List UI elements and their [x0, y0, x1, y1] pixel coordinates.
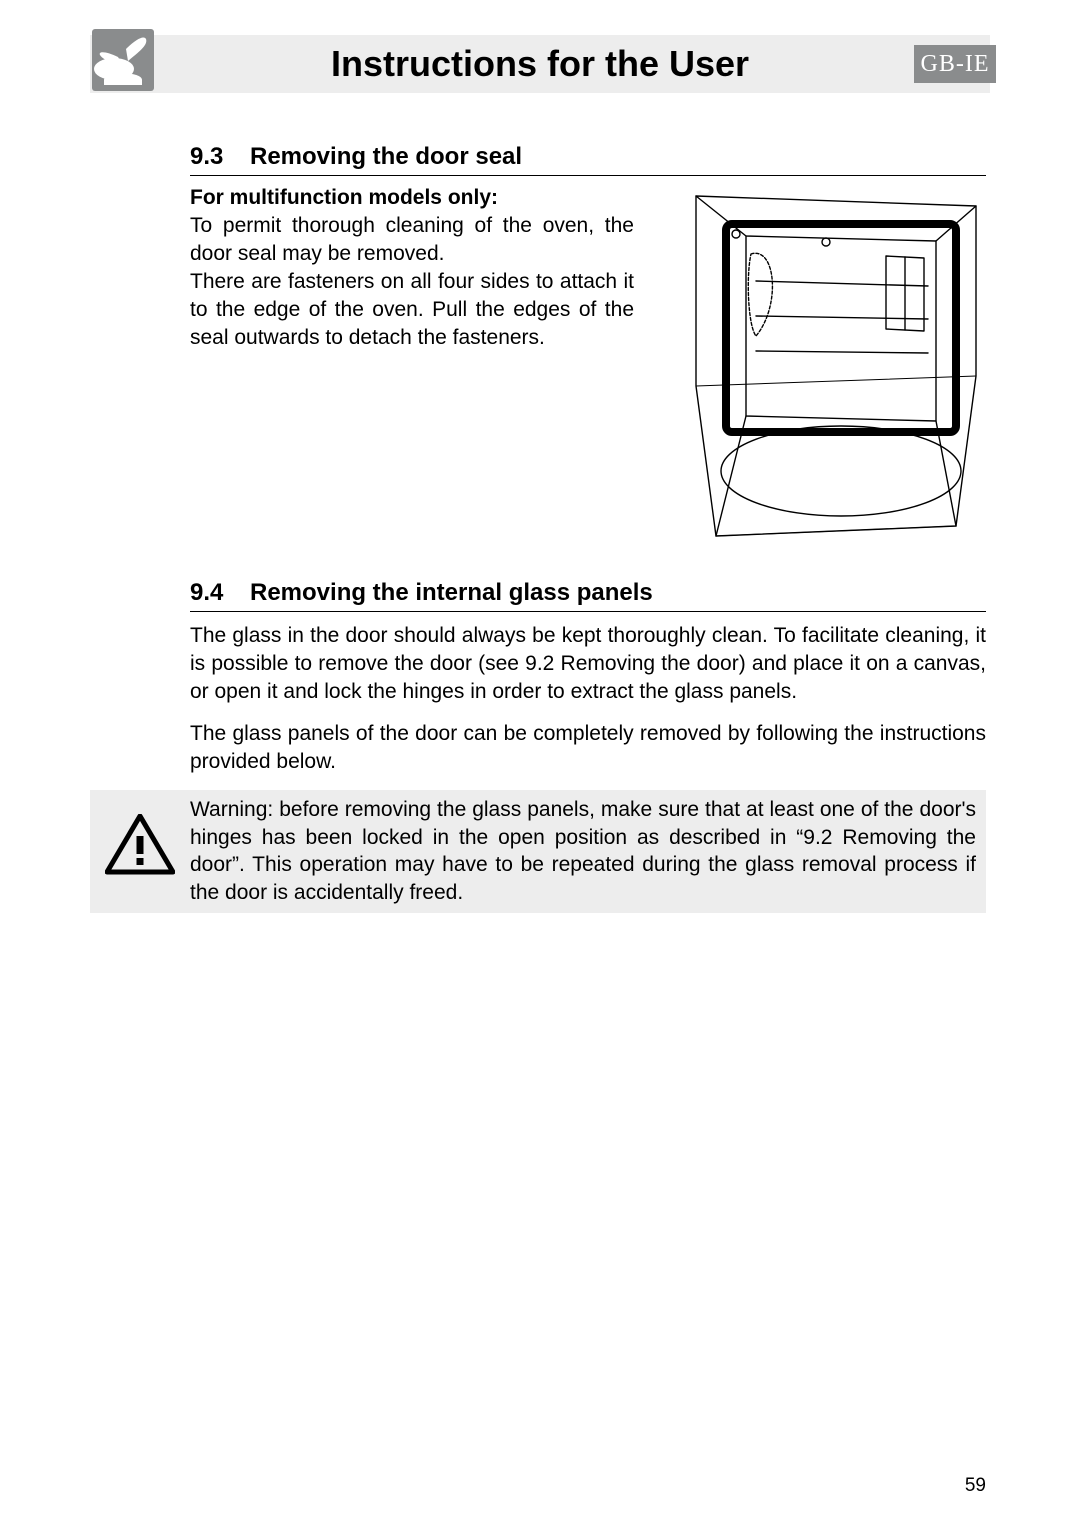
section-9-3: 9.3 Removing the door seal For multifunc…	[90, 143, 990, 541]
section-title: Removing the door seal	[250, 143, 986, 171]
page: Instructions for the User GB-IE 9.3 Remo…	[0, 0, 1080, 1529]
paragraph: The glass panels of the door can be comp…	[190, 720, 986, 776]
section-number: 9.3	[190, 143, 250, 171]
language-badge: GB-IE	[914, 45, 996, 83]
user-icon	[84, 21, 162, 104]
paragraph: The glass in the door should always be k…	[190, 622, 986, 706]
subheading: For multifunction models only:	[190, 186, 634, 210]
section-body: For multifunction models only: To permit…	[190, 186, 986, 541]
section-heading: 9.3 Removing the door seal	[190, 143, 986, 176]
warning-icon	[90, 796, 190, 876]
section-text: For multifunction models only: To permit…	[190, 186, 634, 541]
page-number: 59	[965, 1475, 986, 1497]
section-title: Removing the internal glass panels	[250, 579, 986, 607]
section-number: 9.4	[190, 579, 250, 607]
paragraph: There are fasteners on all four sides to…	[190, 268, 634, 352]
oven-figure	[656, 186, 986, 541]
header-bar: Instructions for the User GB-IE	[90, 35, 990, 93]
section-heading: 9.4 Removing the internal glass panels	[190, 579, 986, 612]
page-title: Instructions for the User	[331, 43, 749, 85]
warning-text: Warning: before removing the glass panel…	[190, 796, 980, 908]
warning-box: Warning: before removing the glass panel…	[90, 790, 986, 914]
section-9-4: 9.4 Removing the internal glass panels T…	[90, 579, 990, 913]
paragraph: To permit thorough cleaning of the oven,…	[190, 212, 634, 268]
